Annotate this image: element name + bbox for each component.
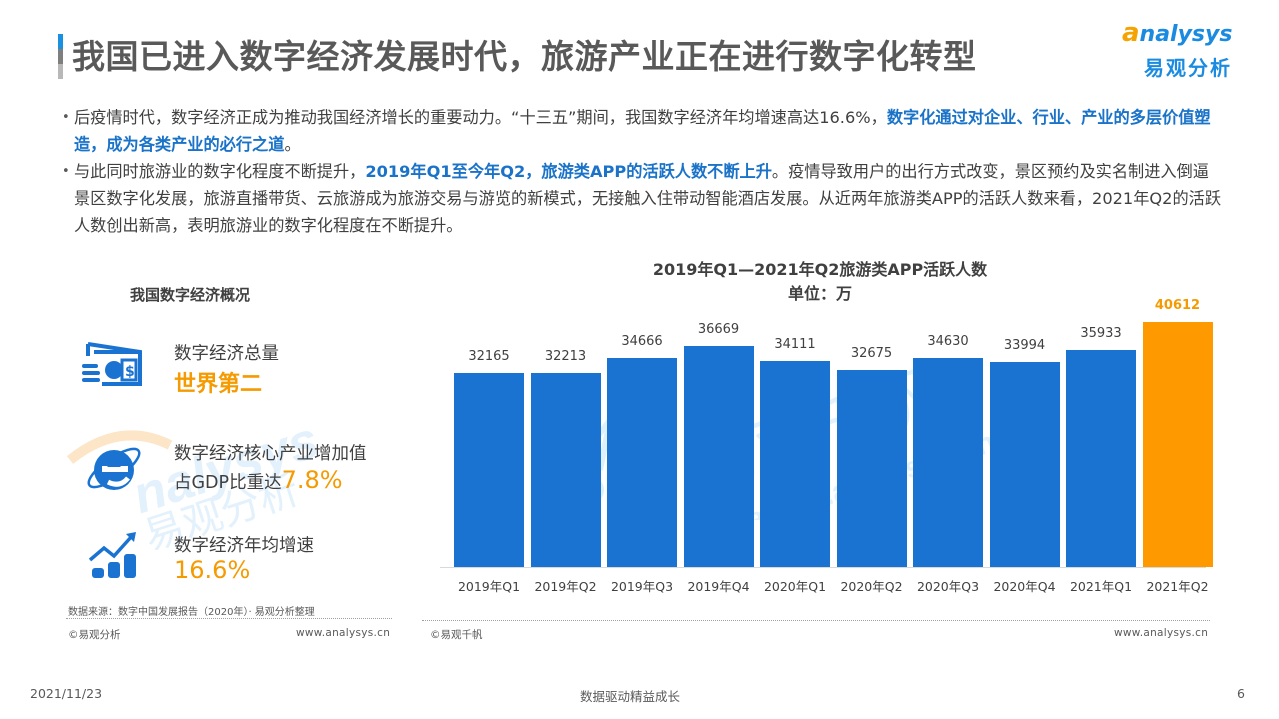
x-axis-tick-label: 2019年Q4	[687, 579, 750, 594]
bar-value-label: 34666	[621, 334, 663, 349]
x-axis-tick-label: 2020年Q1	[763, 579, 827, 594]
bar-chart: 32165 2019年Q1 32213 2019年Q2 34666 2019年Q3 3666…	[440, 298, 1213, 600]
stat-value: 7.8%	[281, 466, 343, 494]
page-number: 6	[1237, 686, 1245, 701]
divider	[66, 618, 392, 619]
bar-value-label: 36669	[697, 322, 740, 337]
logo-initial: a	[1122, 18, 1140, 48]
bullet-2: 与此同时旅游业的数字化程度不断提升，2019年Q1至今年Q2，旅游类APP的活跃…	[62, 158, 1222, 239]
chart-bar	[607, 358, 677, 567]
bullet-text: 后疫情时代，数字经济正成为推动我国经济增长的重要动力。“十三五”期间，我国数字经…	[74, 108, 887, 127]
bar-value-label: 34111	[774, 337, 816, 352]
bullet-text: 与此同时旅游业的数字化程度不断提升，	[74, 162, 366, 181]
bar-value-label: 32213	[544, 349, 587, 364]
url-right: www.analysys.cn	[1114, 627, 1209, 639]
stat-label: 数字经济年均增速	[174, 536, 314, 556]
bullet-highlight: 数字化通过对企业、行业、产业的多层价值塑造，成为各类产业的必行之道	[74, 108, 1211, 154]
stat-label2: 占GDP比重达	[174, 473, 282, 493]
x-axis-tick-label: 2020年Q3	[916, 579, 980, 594]
chart-title: 2019年Q1—2021年Q2旅游类APP活跃人数 单位：万	[560, 258, 1080, 306]
page-title: 我国已进入数字经济发展时代，旅游产业正在进行数字化转型	[72, 37, 977, 76]
x-axis-tick-label: 2020年Q2	[840, 579, 903, 594]
bar-value-label: 32675	[850, 346, 893, 361]
bar-value-label: 40612	[1154, 298, 1201, 313]
chart-bar	[836, 370, 907, 567]
chart-bar	[913, 358, 983, 567]
title-accent-bar	[58, 34, 63, 79]
x-axis-tick-label: 2019年Q3	[610, 579, 674, 594]
chart-bar	[683, 346, 754, 567]
chart-bar	[1142, 322, 1213, 567]
divider	[422, 620, 1210, 621]
copyright-right: ©易观千帆	[430, 629, 483, 641]
chart-bar	[454, 373, 524, 567]
internet-explorer-icon	[87, 447, 141, 490]
money-bill-coins-icon: $	[82, 342, 142, 386]
chart-bar	[760, 361, 830, 567]
analysys-logo: analysys 易观分析	[1120, 18, 1250, 82]
stat-value: 世界第二	[174, 372, 263, 397]
chart-bar	[989, 362, 1060, 567]
x-axis-tick-label: 2021年Q1	[1069, 579, 1133, 594]
chart-bar	[1066, 350, 1136, 567]
chart-title-text: 2019年Q1—2021年Q2旅游类APP活跃人数	[652, 260, 988, 279]
stat-label-line2: 占GDP比重达7.8%	[174, 466, 343, 494]
bar-value-label: 35933	[1080, 326, 1122, 341]
data-source: 数据来源：数字中国发展报告（2020年）· 易观分析整理	[68, 607, 315, 618]
x-axis	[440, 567, 1206, 568]
x-axis-tick-label: 2019年Q1	[457, 579, 521, 594]
left-panel-title: 我国数字经济概况	[130, 286, 251, 304]
bar-value-label: 34630	[927, 334, 969, 349]
logo-text-cn: 易观分析	[1144, 56, 1232, 80]
bar-value-label: 33994	[1003, 338, 1046, 353]
growth-arrow-coins-icon	[88, 532, 136, 578]
chart-bar	[530, 373, 601, 567]
svg-text:$: $	[125, 364, 135, 380]
x-axis-tick-label: 2019年Q2	[534, 579, 597, 594]
stat-label: 数字经济核心产业增加值	[174, 444, 367, 464]
bullet-text: 。疫情导致用户的出行方式改变，景区预约及实名制进入倒逼景区数字化发展，旅游直播带…	[74, 162, 1222, 235]
logo-text-en: nalysys	[1139, 22, 1233, 47]
bullet-1: 后疫情时代，数字经济正成为推动我国经济增长的重要动力。“十三五”期间，我国数字经…	[62, 104, 1222, 158]
x-axis-tick-label: 2021年Q2	[1146, 579, 1209, 594]
footer-date: 2021/11/23	[30, 686, 103, 701]
x-axis-tick-label: 2020年Q4	[993, 579, 1056, 594]
bar-value-label: 32165	[468, 349, 510, 364]
bullet-highlight: 2019年Q1至今年Q2，旅游类APP的活跃人数不断上升	[365, 162, 772, 181]
stat-value: 16.6%	[174, 556, 251, 584]
copyright-left: ©易观分析	[68, 629, 121, 641]
chart-unit: 单位：万	[787, 284, 852, 303]
bullet-text: 。	[284, 135, 301, 154]
summary-bullets: 后疫情时代，数字经济正成为推动我国经济增长的重要动力。“十三五”期间，我国数字经…	[62, 104, 1222, 239]
url-left: www.analysys.cn	[296, 627, 391, 639]
footer-slogan: 数据驱动精益成长	[580, 689, 681, 704]
stat-label: 数字经济总量	[174, 344, 279, 364]
